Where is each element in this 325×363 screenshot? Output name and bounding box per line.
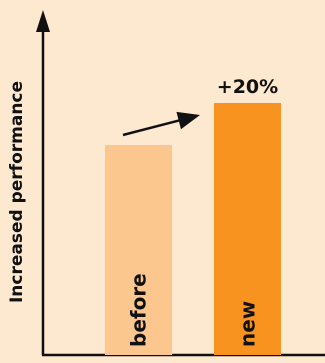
y-axis: [36, 10, 50, 355]
annotation-arrow-line: [122, 118, 181, 137]
bar-new: [214, 103, 281, 355]
annotation-label: +20%: [217, 76, 278, 98]
bar-label-new: new: [236, 301, 260, 347]
annotation-group: +20%: [122, 76, 278, 137]
y-axis-label: Increased performance: [7, 81, 27, 303]
y-axis-arrow-icon: [36, 10, 50, 32]
bars-group: before new: [105, 103, 281, 355]
bar-label-before: before: [127, 273, 151, 347]
annotation-arrow-icon: [176, 111, 200, 130]
bar-before: [105, 145, 172, 355]
